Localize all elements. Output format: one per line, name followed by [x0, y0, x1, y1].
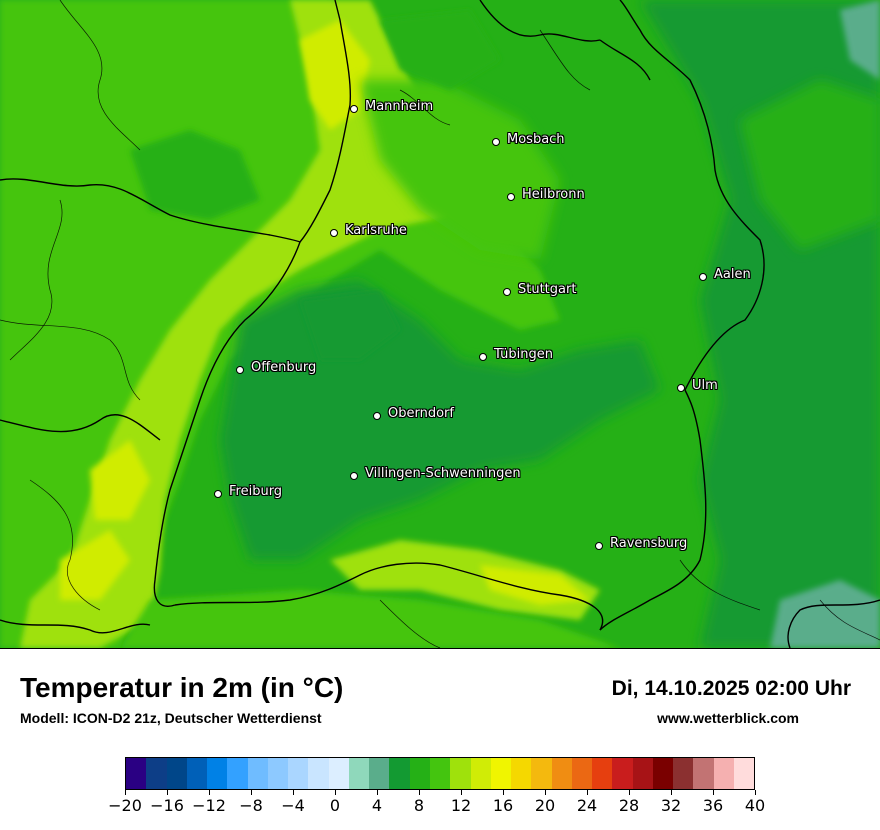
colorbar-tick-label: −20	[108, 796, 142, 815]
colorbar-segment	[409, 758, 430, 789]
city-label-karlsruhe: Karlsruhe	[345, 223, 407, 238]
colorbar-segment	[551, 758, 572, 789]
colorbar-segment	[267, 758, 289, 789]
city-dot-karlsruhe	[330, 229, 338, 237]
forecast-datetime: Di, 14.10.2025 02:00 Uhr	[611, 677, 851, 700]
colorbar-segment	[126, 758, 147, 789]
colorbar-segment	[166, 758, 187, 789]
colorbar-segment	[348, 758, 370, 789]
city-label-stuttgart: Stuttgart	[518, 282, 577, 297]
colorbar-tick-label: 4	[371, 796, 383, 815]
colorbar-tick-label: −4	[281, 796, 305, 815]
colorbar-tick	[209, 790, 210, 795]
colorbar-tick	[167, 790, 168, 795]
city-dot-stuttgart	[503, 288, 511, 296]
colorbar-segment	[308, 758, 329, 789]
colorbar-tick-label: −12	[192, 796, 226, 815]
city-label-tuebingen: Tübingen	[494, 347, 553, 362]
city-dot-villingen-schwenningen	[350, 472, 358, 480]
colorbar-segment	[247, 758, 268, 789]
colorbar-tick-label: −8	[239, 796, 263, 815]
map-canvas	[0, 0, 880, 648]
city-dot-mosbach	[492, 138, 500, 146]
city-label-freiburg: Freiburg	[229, 484, 283, 499]
city-dot-ravensburg	[595, 542, 603, 550]
city-dot-heilbronn	[507, 193, 515, 201]
colorbar-tick	[755, 790, 756, 795]
colorbar-segment	[490, 758, 512, 789]
colorbar-tick	[587, 790, 588, 795]
city-label-aalen: Aalen	[714, 267, 751, 282]
colorbar-tick	[293, 790, 294, 795]
colorbar-tick	[503, 790, 504, 795]
colorbar-tick-label: 12	[450, 796, 472, 815]
colorbar-tick-label: 16	[492, 796, 514, 815]
city-dot-freiburg	[214, 490, 222, 498]
city-dot-offenburg	[236, 366, 244, 374]
city-dot-aalen	[699, 273, 707, 281]
colorbar-segment	[592, 758, 613, 789]
city-dot-ulm	[677, 384, 685, 392]
colorbar-segment	[713, 758, 734, 789]
colorbar-tick-label: 32	[660, 796, 682, 815]
city-dot-mannheim	[350, 105, 358, 113]
colorbar-tick	[629, 790, 630, 795]
colorbar-tick	[335, 790, 336, 795]
city-dot-tuebingen	[479, 353, 487, 361]
city-label-ulm: Ulm	[692, 378, 718, 393]
colorbar-tick-label: 24	[576, 796, 598, 815]
city-label-mannheim: Mannheim	[365, 99, 434, 114]
city-label-offenburg: Offenburg	[251, 360, 317, 375]
colorbar-segment	[531, 758, 552, 789]
colorbar-tick	[671, 790, 672, 795]
city-label-oberndorf: Oberndorf	[388, 406, 454, 421]
colorbar-tick	[377, 790, 378, 795]
colorbar-segment	[389, 758, 410, 789]
colorbar-tick	[419, 790, 420, 795]
colorbar-segment	[450, 758, 471, 789]
colorbar-segment	[186, 758, 208, 789]
colorbar-segment	[511, 758, 532, 789]
colorbar-tick	[125, 790, 126, 795]
colorbar-tick-label: 20	[534, 796, 556, 815]
colorbar-tick-label: −16	[150, 796, 184, 815]
colorbar-tick-label: 36	[702, 796, 724, 815]
colorbar-segment	[328, 758, 349, 789]
colorbar-segment	[207, 758, 228, 789]
colorbar-segment	[146, 758, 167, 789]
city-label-mosbach: Mosbach	[507, 132, 565, 147]
colorbar-segment	[571, 758, 593, 789]
colorbar-tick	[713, 790, 714, 795]
colorbar-segment	[693, 758, 714, 789]
temperature-map: Mannheim Mosbach Heilbronn Karlsruhe Aal…	[0, 0, 880, 649]
colorbar-tick	[461, 790, 462, 795]
city-label-villingen-schwenningen: Villingen-Schwenningen	[365, 466, 521, 481]
website-link[interactable]: www.wetterblick.com	[657, 710, 799, 726]
city-dot-oberndorf	[373, 412, 381, 420]
model-subtitle: Modell: ICON-D2 21z, Deutscher Wetterdie…	[20, 710, 322, 726]
colorbar-tick	[251, 790, 252, 795]
colorbar-tick-label: 0	[329, 796, 341, 815]
colorbar-segment	[733, 758, 755, 789]
city-label-heilbronn: Heilbronn	[522, 187, 585, 202]
colorbar-segment	[369, 758, 390, 789]
colorbar-tick	[545, 790, 546, 795]
colorbar-tick-label: 8	[413, 796, 425, 815]
colorbar-segment	[429, 758, 451, 789]
colorbar-tick-label: 28	[618, 796, 640, 815]
colorbar-segment	[470, 758, 491, 789]
colorbar-segment	[612, 758, 633, 789]
colorbar-segment	[673, 758, 694, 789]
colorbar-ticks: −20 −16 −12 −8 −4 0 4 8 12 16 20 24 28 32 36 40	[108, 790, 765, 820]
colorbar-segment	[227, 758, 248, 789]
colorbar-segment	[288, 758, 309, 789]
temperature-colorbar	[125, 757, 755, 790]
colorbar-segment	[652, 758, 674, 789]
colorbar-tick-label: 40	[744, 796, 766, 815]
colorbar-segment	[632, 758, 653, 789]
city-label-ravensburg: Ravensburg	[610, 536, 688, 551]
map-title: Temperatur in 2m (in °C)	[20, 672, 344, 703]
